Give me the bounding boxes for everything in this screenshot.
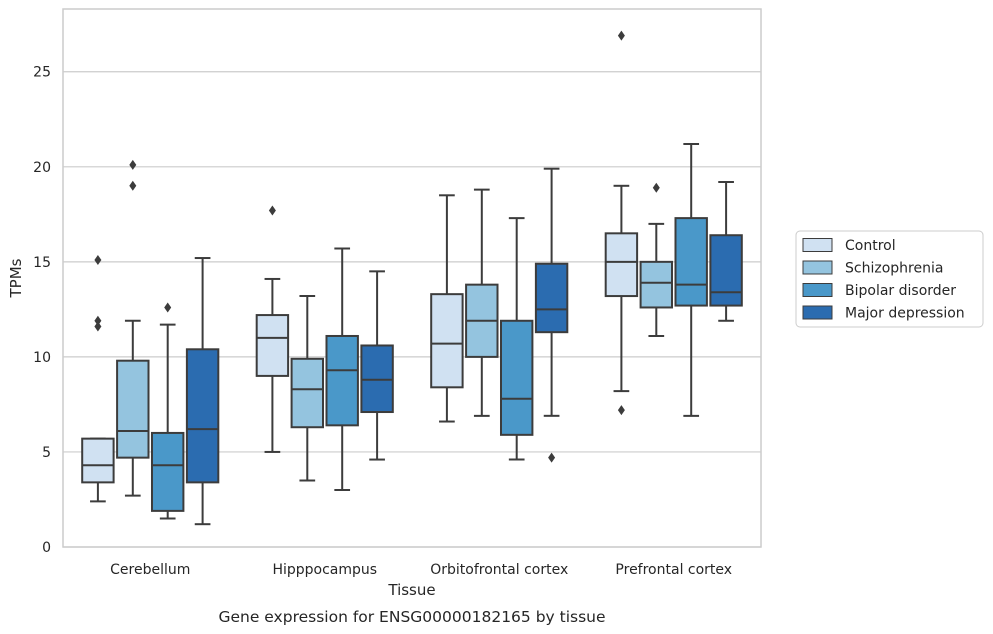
- box-plot: [116, 159, 150, 497]
- box-iqr: [325, 334, 359, 427]
- legend-label: Bipolar disorder: [845, 283, 956, 299]
- box-iqr: [499, 319, 534, 436]
- box-iqr: [709, 234, 743, 307]
- x-tick-label: Cerebellum: [110, 562, 190, 578]
- legend-label: Major depression: [845, 306, 965, 322]
- outlier-point: [94, 315, 102, 326]
- legend-frame: [795, 230, 984, 328]
- box-plot: [604, 30, 639, 416]
- x-tick-labels: Cerebellum Hipppocampus Orbitofrontal cort…: [110, 562, 732, 578]
- box-plot: [360, 270, 394, 461]
- outlier-point: [129, 180, 137, 191]
- box-plot: [81, 254, 115, 503]
- outlier-point: [94, 321, 102, 332]
- legend-item: Bipolar disorder: [802, 283, 956, 299]
- legend-swatch: [802, 283, 833, 297]
- box-plot: [290, 295, 325, 482]
- box-plot: [465, 188, 499, 417]
- legend-swatch: [802, 238, 833, 252]
- box-iqr: [604, 232, 639, 298]
- box-iqr: [290, 357, 325, 429]
- legend-item: Control: [802, 238, 896, 254]
- y-tick-label: 20: [33, 160, 51, 176]
- box-plot: [534, 167, 569, 463]
- y-tick-label: 15: [33, 255, 51, 271]
- legend-item: Schizophrenia: [802, 260, 943, 277]
- y-tick-label: 25: [33, 65, 51, 81]
- legend-swatch: [802, 305, 833, 320]
- outlier-point: [652, 182, 660, 193]
- y-tick-label: 10: [33, 350, 51, 366]
- y-axis-label: TPMs: [7, 258, 25, 298]
- box-iqr: [150, 431, 185, 512]
- box-iqr: [430, 293, 464, 389]
- outlier-point: [268, 205, 276, 216]
- box-iqr: [534, 262, 569, 334]
- figure-caption: Gene expression for ENSG00000182165 by t…: [218, 608, 605, 626]
- box-groups: [81, 30, 743, 526]
- legend-label: Control: [845, 238, 896, 254]
- legend-swatch: [802, 260, 833, 275]
- box-iqr: [81, 437, 115, 484]
- x-axis-label: Tissue: [387, 581, 435, 599]
- outlier-point: [94, 254, 102, 265]
- box-iqr: [639, 260, 674, 309]
- box-iqr: [185, 348, 220, 484]
- box-iqr: [674, 217, 708, 307]
- box-plot: [255, 205, 290, 453]
- legend-item: Major depression: [802, 305, 965, 322]
- legend: Control Schizophrenia Bipolar disorder Majo…: [795, 230, 984, 328]
- box-plot: [709, 180, 743, 322]
- box-iqr: [255, 314, 290, 377]
- box-plot: [639, 182, 674, 337]
- box-iqr: [116, 359, 150, 459]
- box-plot: [185, 257, 220, 526]
- x-tick-label: Orbitofrontal cortex: [430, 562, 568, 578]
- x-tick-label: Prefrontal cortex: [615, 562, 732, 578]
- box-plot: [150, 302, 185, 520]
- outlier-point: [548, 452, 556, 463]
- outlier-point: [129, 159, 137, 170]
- box-plot: [674, 142, 708, 417]
- plot-area-frame: [62, 8, 762, 548]
- outlier-point: [617, 30, 625, 41]
- legend-label: Schizophrenia: [845, 261, 943, 277]
- box-plot: [430, 194, 464, 423]
- x-tick-label: Hipppocampus: [272, 562, 377, 578]
- y-tick-label: 0: [42, 540, 51, 556]
- outlier-point: [617, 405, 625, 416]
- box-plot: [499, 217, 534, 461]
- y-tick-label: 5: [42, 445, 51, 461]
- box-plot: [325, 247, 359, 491]
- outlier-point: [164, 302, 172, 313]
- y-tick-labels: 0 5 10 15 20 25: [33, 65, 51, 556]
